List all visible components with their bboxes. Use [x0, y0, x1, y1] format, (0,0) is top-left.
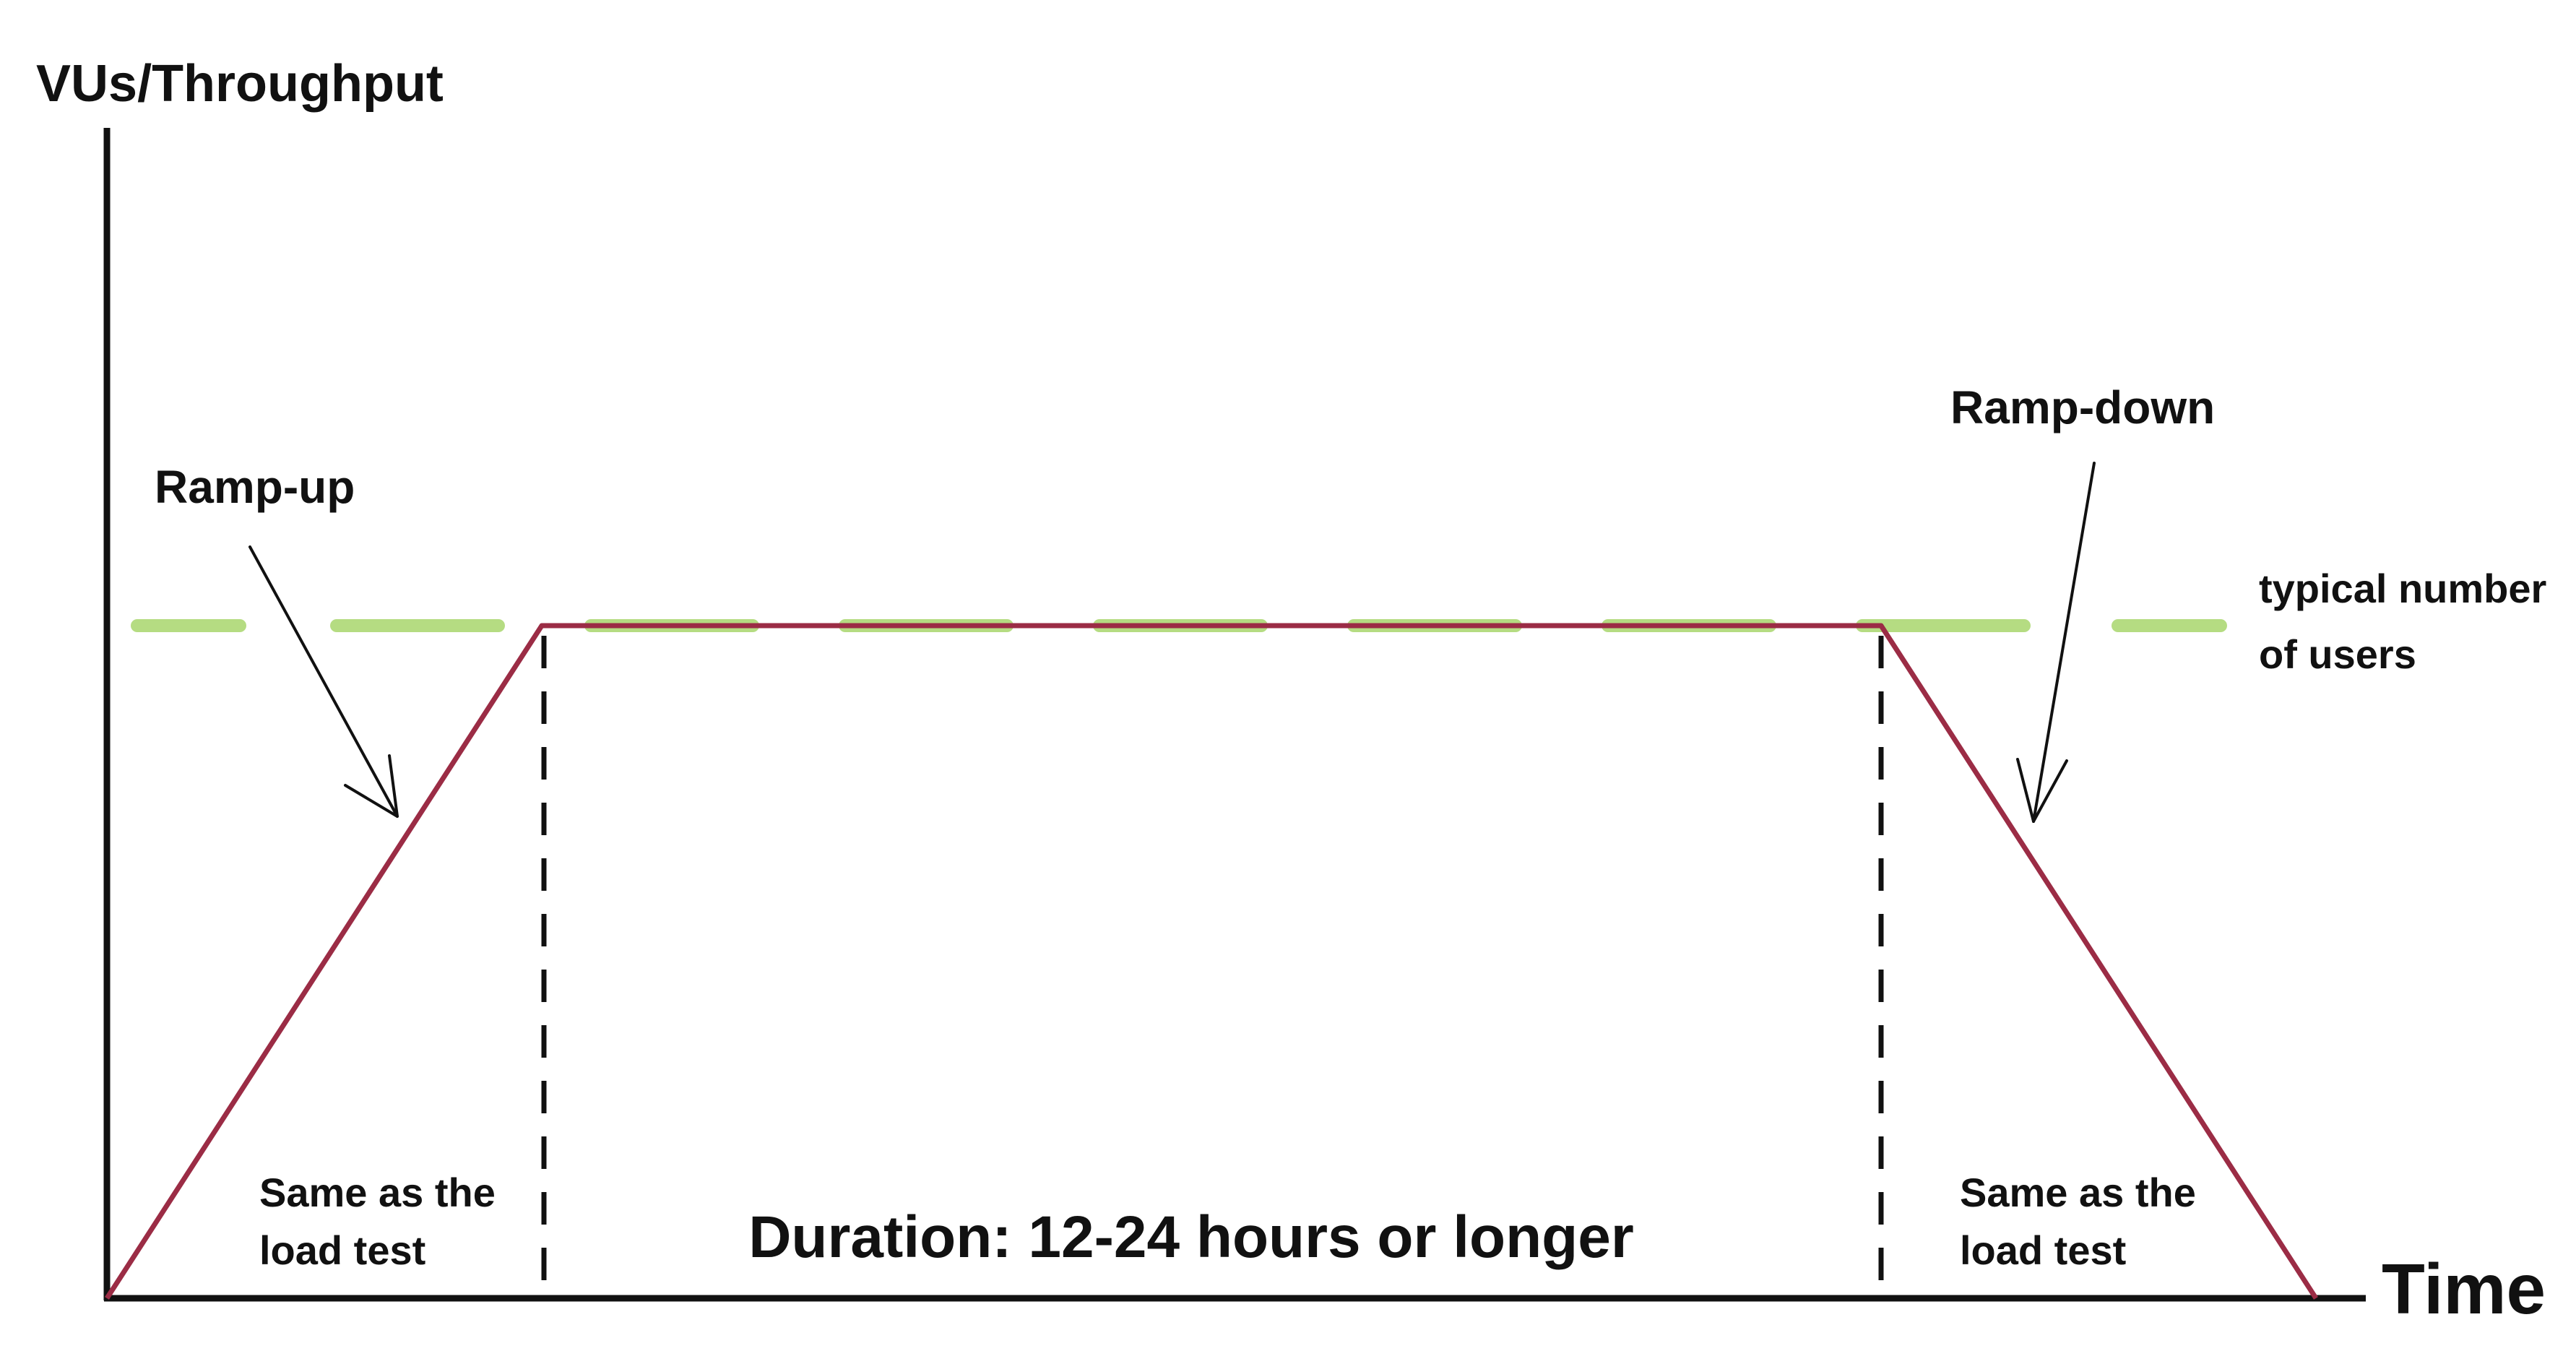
- phase-note: Same as the: [259, 1170, 496, 1215]
- phase-note: load test: [259, 1227, 425, 1273]
- annotation: typical number: [2259, 566, 2546, 611]
- annotation: Ramp-down: [1950, 381, 2215, 433]
- x-axis-label: Time: [2382, 1249, 2546, 1329]
- phase-note: Same as the: [1960, 1170, 2196, 1215]
- annotation-arrow: [2016, 462, 2096, 823]
- load-profile: [105, 623, 2318, 1300]
- phase-note: load test: [1960, 1227, 2126, 1273]
- annotation: of users: [2259, 631, 2416, 677]
- annotation-arrow: [248, 545, 399, 818]
- annotation: Ramp-up: [155, 461, 355, 513]
- duration-label: Duration: 12-24 hours or longer: [748, 1204, 1634, 1270]
- y-axis-label: VUs/Throughput: [36, 55, 444, 113]
